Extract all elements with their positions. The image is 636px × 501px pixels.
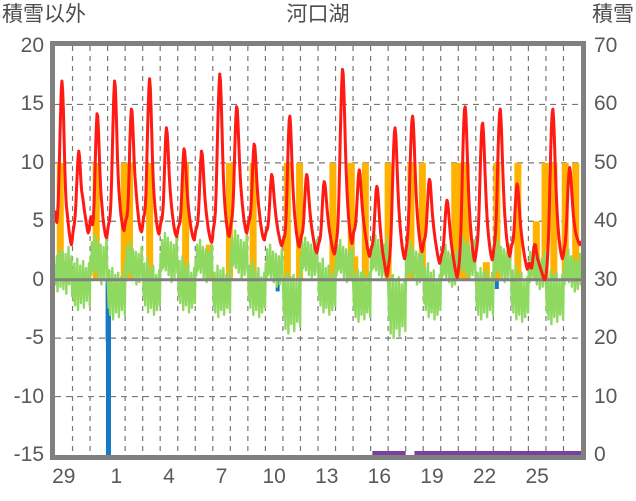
x-axis-tick-25: 25 (525, 465, 549, 488)
y2-axis-tick-0: 0 (594, 443, 606, 466)
plot-area (55, 46, 581, 455)
x-axis-tick-22: 22 (472, 465, 497, 488)
orange-bar (550, 162, 558, 280)
x-axis-tick-1: 1 (110, 465, 123, 488)
y2-axis-tick-20: 20 (594, 326, 618, 350)
chart-canvas (55, 46, 581, 455)
orange-bar (572, 162, 580, 280)
y-axis-tick-5: 5 (32, 209, 44, 233)
orange-bar (514, 162, 522, 280)
orange-bar (351, 256, 359, 280)
blue-bar (494, 279, 499, 290)
x-axis-tick-19: 19 (420, 465, 444, 488)
orange-bar (92, 162, 100, 280)
orange-bar (56, 162, 64, 280)
y-axis-tick--5: -5 (25, 326, 44, 350)
x-axis-tick-7: 7 (215, 465, 228, 488)
blue-bar (105, 279, 111, 455)
orange-bar (407, 162, 415, 280)
orange-bar (249, 162, 257, 280)
orange-bar (296, 162, 304, 280)
y-axis-tick-20: 20 (20, 34, 44, 57)
x-axis-tick-13: 13 (315, 465, 339, 488)
orange-bar (225, 162, 233, 280)
y2-axis-tick-40: 40 (594, 209, 618, 233)
y-axis-tick--10: -10 (13, 384, 44, 408)
y-axis-tick-0: 0 (32, 267, 44, 291)
y-axis-tick-15: 15 (20, 92, 44, 116)
orange-bar (361, 162, 369, 280)
x-axis-tick-4: 4 (163, 465, 175, 488)
orange-bar (126, 162, 134, 280)
plot-frame (50, 41, 586, 460)
blue-bar (105, 279, 110, 342)
orange-bar (462, 162, 470, 280)
y2-axis-tick-60: 60 (594, 92, 618, 116)
red-series-line (55, 67, 581, 282)
y-axis-tick--15: -15 (13, 443, 44, 466)
orange-bar (347, 162, 355, 280)
y2-axis-tick-30: 30 (594, 267, 618, 291)
orange-bar (451, 162, 459, 280)
y2-axis-tick-70: 70 (594, 34, 618, 57)
orange-bar (418, 162, 426, 280)
green-series-line (55, 229, 581, 340)
orange-bar (146, 162, 154, 280)
orange-bar (329, 162, 337, 280)
y-axis-tick-10: 10 (20, 150, 44, 174)
orange-bar (182, 162, 190, 280)
x-axis-tick-16: 16 (367, 465, 392, 488)
x-axis-tick-10: 10 (262, 465, 286, 488)
left-axis-title: 積雪以外 (2, 3, 86, 26)
x-axis-tick-29: 29 (52, 465, 76, 488)
y2-axis-tick-50: 50 (594, 150, 618, 174)
y2-axis-tick-10: 10 (594, 384, 618, 408)
orange-bar (384, 162, 392, 280)
chart-title: 河口湖 (286, 3, 350, 26)
orange-bar (541, 162, 549, 280)
right-axis-title: 積雪 (592, 3, 634, 26)
